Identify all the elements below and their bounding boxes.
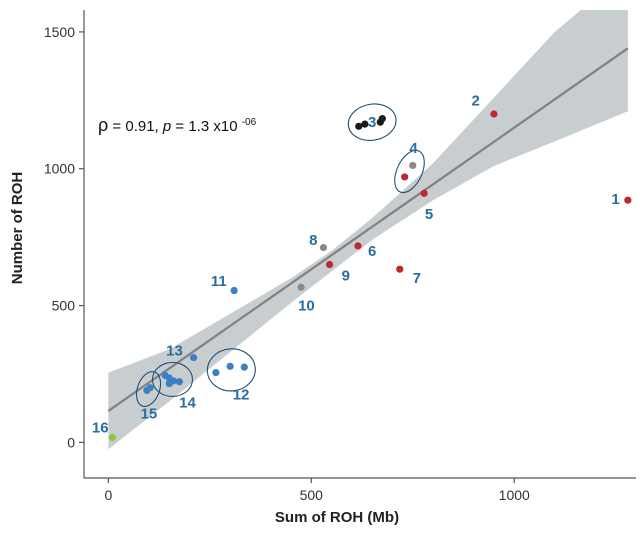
data-point (409, 161, 417, 170)
point-label: 1 (611, 191, 619, 208)
group-outline-layer (135, 103, 425, 407)
data-point (624, 196, 632, 204)
point-label: 4 (409, 140, 418, 157)
regression-line (107, 47, 629, 412)
y-tick-label: 0 (67, 434, 75, 450)
data-point (240, 363, 248, 371)
point-label: 12 (233, 387, 250, 404)
point-label: 6 (368, 243, 376, 260)
confidence-band-layer (108, 10, 628, 450)
rho-symbol: ρ (98, 115, 108, 135)
data-point (401, 173, 409, 181)
data-point (175, 378, 183, 386)
point-label: 11 (211, 273, 227, 290)
x-tick-label: 500 (300, 487, 324, 503)
p-symbol: p (162, 118, 171, 135)
point-label: 15 (141, 406, 158, 423)
x-axis-title: Sum of ROH (Mb) (275, 509, 399, 526)
point-label: 14 (179, 395, 196, 412)
y-tick-label: 1000 (44, 161, 75, 177)
data-point (325, 260, 334, 269)
point-label: 5 (425, 206, 433, 223)
y-tick-label: 500 (52, 298, 76, 314)
data-point (146, 384, 154, 392)
x-tick-label: 1000 (499, 487, 530, 503)
data-point (226, 362, 234, 370)
point-label: 7 (413, 270, 421, 287)
group-outline (206, 348, 256, 392)
group-outline (347, 103, 397, 141)
point-label: 16 (92, 419, 109, 436)
point-label: 3 (368, 114, 376, 131)
group-outline (151, 361, 194, 398)
data-point (165, 379, 173, 388)
data-point (297, 283, 305, 291)
point-label: 10 (298, 298, 315, 315)
data-point (490, 110, 498, 118)
data-point (189, 353, 198, 362)
data-point (354, 242, 362, 250)
y-axis-title: Number of ROH (9, 172, 26, 285)
data-point (319, 243, 328, 252)
point-label: 13 (166, 343, 183, 360)
group-outline (394, 149, 425, 194)
regression-line-layer (107, 47, 629, 412)
data-point (361, 120, 369, 128)
point-label: 2 (472, 92, 480, 109)
point-label: 8 (309, 232, 317, 249)
correlation-annotation: ρ = 0.91, p = 1.3 x10 -06 (98, 115, 257, 135)
y-tick-label: 1500 (44, 24, 75, 40)
point-label: 9 (342, 267, 350, 284)
data-point (108, 433, 117, 442)
x-tick-label: 0 (104, 487, 112, 503)
p-value: = 1.3 x10 (175, 118, 237, 135)
axes: 0 500 1000 1500 0 500 1000 (44, 10, 636, 503)
p-exponent: -06 (242, 117, 257, 128)
data-point (420, 189, 428, 197)
group-outline (135, 371, 162, 407)
data-point (396, 265, 404, 273)
data-point (230, 286, 238, 295)
data-point (355, 122, 363, 130)
data-point (378, 115, 386, 123)
data-point (212, 369, 220, 377)
confidence-band (108, 10, 628, 450)
data-point-layer (108, 110, 632, 442)
rho-value: = 0.91, (112, 118, 162, 135)
